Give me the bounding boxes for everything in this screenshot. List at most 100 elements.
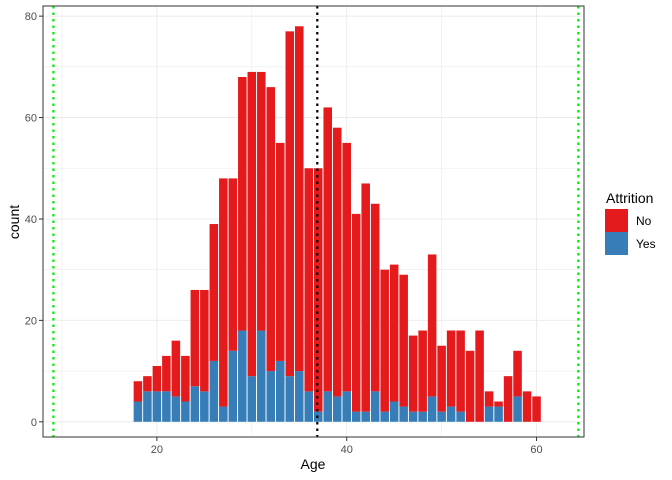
bar-no: [276, 142, 285, 361]
bar-no: [247, 71, 257, 377]
bar-yes: [228, 350, 238, 422]
bar-yes: [133, 401, 143, 422]
bar-no: [200, 289, 209, 392]
plot-border: [42, 5, 585, 438]
bar-yes: [427, 396, 437, 422]
y-tick-label: 20: [25, 315, 37, 327]
bar-yes: [380, 411, 389, 422]
bar-yes: [370, 391, 380, 422]
bar-yes: [446, 406, 456, 422]
bar-no: [162, 355, 171, 392]
bar-no: [389, 264, 399, 402]
bar-no: [181, 355, 190, 402]
bar-no: [219, 178, 228, 407]
bar-no: [152, 366, 162, 392]
x-axis-title: Age: [301, 456, 326, 472]
bar-no: [342, 142, 351, 392]
x-axis: 20 40 60: [151, 437, 543, 456]
bar-yes: [494, 406, 503, 422]
bar-yes: [408, 411, 418, 422]
bar-yes: [285, 376, 295, 422]
bar-yes: [456, 411, 465, 422]
x-tick-label: 60: [530, 444, 542, 456]
bar-yes: [484, 406, 494, 422]
bar-no: [304, 168, 314, 392]
bar-yes: [513, 396, 522, 422]
legend-key-no: [605, 209, 628, 232]
bar-no: [228, 178, 238, 351]
bar-no: [285, 31, 295, 377]
bar-no: [133, 381, 143, 402]
bar-yes: [200, 391, 209, 422]
bar-no: [503, 376, 513, 422]
bar-no: [361, 183, 370, 412]
bar-no: [238, 76, 247, 331]
bar-yes: [342, 391, 351, 422]
bar-yes: [171, 396, 181, 422]
bar-yes: [190, 386, 200, 422]
bar-no: [484, 391, 494, 407]
bar-no: [294, 26, 304, 372]
bars: [133, 26, 541, 422]
bar-no: [380, 269, 389, 412]
bar-no: [332, 127, 342, 397]
bar-no: [313, 168, 323, 412]
y-tick-label: 60: [25, 113, 37, 125]
bar-no: [427, 254, 437, 397]
bar-yes: [389, 401, 399, 422]
bar-no: [370, 203, 380, 392]
bar-yes: [162, 391, 171, 422]
bar-yes: [181, 401, 190, 422]
x-tick-label: 20: [151, 444, 163, 456]
legend: Attrition No Yes: [605, 190, 656, 255]
bar-yes: [304, 391, 314, 422]
bar-yes: [399, 406, 408, 422]
bar-no: [209, 224, 219, 361]
bar-yes: [294, 371, 304, 422]
y-tick-label: 0: [31, 417, 37, 429]
bar-no: [522, 391, 532, 422]
bar-no: [418, 330, 427, 412]
x-tick-label: 40: [341, 444, 353, 456]
bar-no: [323, 107, 333, 392]
bar-yes: [238, 330, 247, 422]
bar-no: [190, 289, 200, 387]
bar-no: [532, 396, 541, 422]
legend-key-yes: [605, 232, 628, 255]
bar-no: [513, 350, 522, 397]
bar-yes: [152, 391, 162, 422]
bar-no: [399, 274, 408, 407]
bar-no: [456, 330, 465, 412]
bar-yes: [361, 411, 370, 422]
bar-yes: [276, 360, 285, 422]
bar-no: [465, 350, 475, 422]
bar-no: [408, 335, 418, 412]
y-axis-title: count: [6, 205, 22, 239]
y-tick-label: 80: [25, 11, 37, 23]
grid-lines: [43, 6, 584, 437]
bar-no: [494, 401, 503, 407]
bar-no: [475, 330, 484, 422]
bar-yes: [323, 391, 333, 422]
bar-no: [257, 71, 266, 331]
y-axis: 0 20 40 60 80: [25, 11, 43, 429]
bar-yes: [351, 411, 361, 422]
bar-no: [143, 376, 152, 392]
y-tick-label: 40: [25, 214, 37, 226]
bar-no: [171, 340, 181, 397]
bar-yes: [257, 330, 266, 422]
bar-yes: [209, 360, 219, 422]
bar-no: [266, 87, 276, 372]
bar-no: [351, 213, 361, 412]
bar-no: [446, 330, 456, 407]
bar-yes: [143, 391, 152, 422]
bar-yes: [219, 406, 228, 422]
legend-label-yes: Yes: [636, 237, 656, 251]
bar-yes: [247, 376, 257, 422]
bar-no: [437, 345, 446, 412]
bar-yes: [437, 411, 446, 422]
legend-title: Attrition: [606, 190, 653, 206]
plot-panel: [43, 6, 584, 437]
bar-yes: [332, 396, 342, 422]
